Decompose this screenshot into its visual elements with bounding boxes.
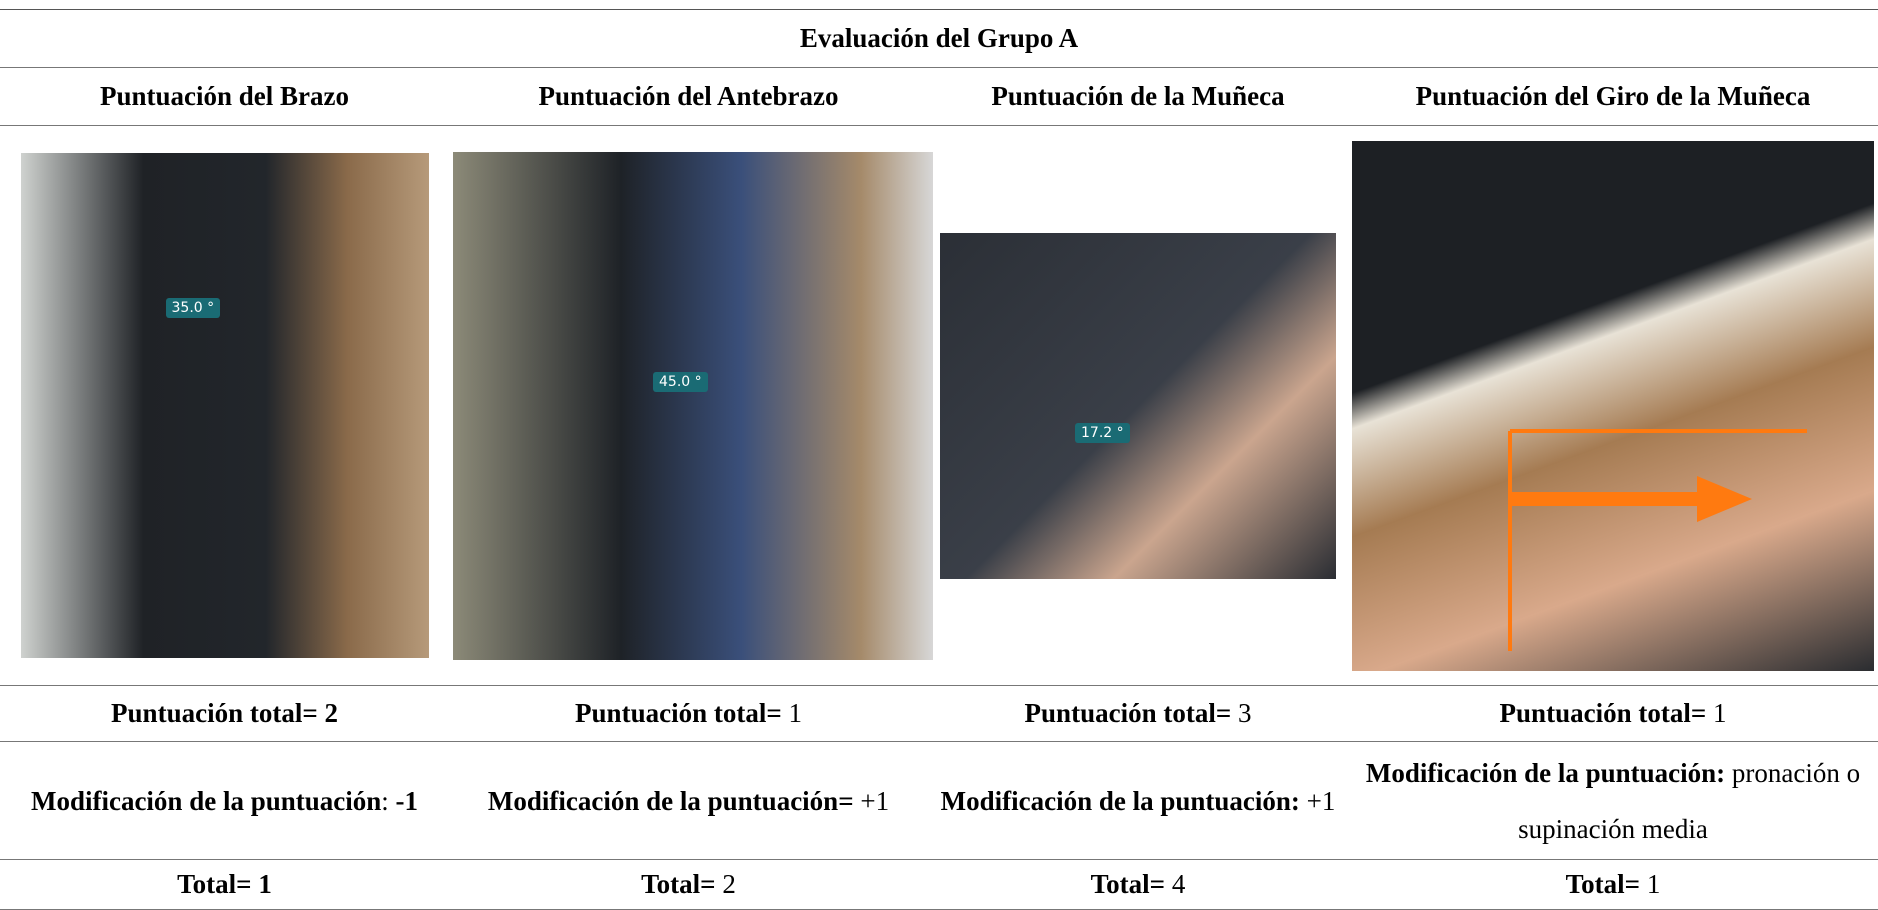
column-header: Puntuación de la Muñeca bbox=[991, 81, 1285, 111]
photo: 45.0 ° bbox=[453, 151, 933, 660]
score-cell: Puntuación total= 1 bbox=[449, 686, 928, 742]
cell-text: 1 bbox=[1640, 869, 1661, 899]
orientation-arrow bbox=[1508, 428, 1807, 651]
score-cell: Modificación de la puntuación: +1 bbox=[928, 742, 1348, 860]
image-cell: 45.0 ° bbox=[449, 126, 933, 686]
score-row: Puntuación total= 2 Puntuación total= 1 Pu… bbox=[0, 685, 1878, 742]
score-cell: Total= 4 bbox=[928, 860, 1348, 910]
image-cell: 35.0 ° bbox=[0, 126, 449, 686]
cell-text: Total= bbox=[641, 869, 716, 899]
column-header: Puntuación del Giro de la Muñeca bbox=[1415, 81, 1811, 111]
cell-text: Total= bbox=[1090, 869, 1166, 899]
score-row: Total= 1 Total= 2 Total= 4 Total= 1 bbox=[0, 860, 1878, 910]
cell-text: 1 bbox=[781, 698, 802, 728]
cell-text: -1 bbox=[395, 785, 419, 816]
cell-text: +1 bbox=[1299, 785, 1336, 816]
cell-text: Modificación de la puntuación bbox=[30, 785, 382, 816]
table-title: Evaluación del Grupo A bbox=[799, 23, 1079, 53]
image-cell bbox=[1348, 126, 1878, 686]
cell-text: Puntuación total= bbox=[1024, 698, 1232, 728]
cell-text: 2 bbox=[715, 869, 736, 899]
cell-text: Total= 1 bbox=[177, 869, 272, 899]
cell-text: Puntuación total= bbox=[1499, 698, 1707, 728]
score-cell: Modificación de la puntuación: pronación… bbox=[1348, 742, 1878, 860]
cell-text: pronación o supinación media bbox=[1518, 757, 1867, 844]
photo: 17.2 ° bbox=[940, 232, 1336, 579]
score-row: Modificación de la puntuación: -1 Modific… bbox=[0, 742, 1878, 860]
angle-label: 45.0 ° bbox=[653, 371, 708, 392]
cell-text: Modificación de la puntuación= bbox=[487, 785, 854, 816]
score-cell: Total= 2 bbox=[449, 860, 928, 910]
angle-label: 35.0 ° bbox=[165, 298, 221, 318]
photo bbox=[1352, 140, 1874, 671]
column-header: Puntuación del Brazo bbox=[99, 81, 349, 111]
cell-text: : bbox=[381, 785, 396, 816]
score-cell: Total= 1 bbox=[1348, 860, 1878, 910]
angle-label: 17.2 ° bbox=[1075, 422, 1130, 443]
photo: 35.0 ° bbox=[20, 153, 429, 658]
score-cell: Modificación de la puntuación: -1 bbox=[0, 742, 449, 860]
score-cell: Puntuación total= 3 bbox=[928, 686, 1348, 742]
score-cell: Total= 1 bbox=[0, 860, 449, 910]
page: Evaluación del Grupo A Puntuación del Br… bbox=[0, 9, 1878, 910]
cell-text: Puntuación total= bbox=[575, 698, 782, 728]
cell-text: Modificación de la puntuación: bbox=[940, 785, 1300, 816]
score-cell: Modificación de la puntuación= +1 bbox=[449, 742, 928, 860]
cell-text: 3 bbox=[1231, 698, 1252, 728]
score-cell: Puntuación total= 1 bbox=[1348, 686, 1878, 742]
cell-text: 4 bbox=[1165, 869, 1186, 899]
cell-text: 1 bbox=[1706, 698, 1727, 728]
cell-text: Total= bbox=[1565, 869, 1641, 899]
score-cell: Puntuación total= 2 bbox=[0, 686, 449, 742]
column-header: Puntuación del Antebrazo bbox=[538, 81, 839, 111]
evaluation-table: Evaluación del Grupo A Puntuación del Br… bbox=[0, 9, 1878, 910]
image-cell: 17.2 ° bbox=[928, 126, 1348, 686]
cell-text: Modificación de la puntuación: bbox=[1365, 757, 1726, 788]
cell-text: Puntuación total= 2 bbox=[111, 698, 338, 728]
cell-text: +1 bbox=[853, 785, 890, 816]
